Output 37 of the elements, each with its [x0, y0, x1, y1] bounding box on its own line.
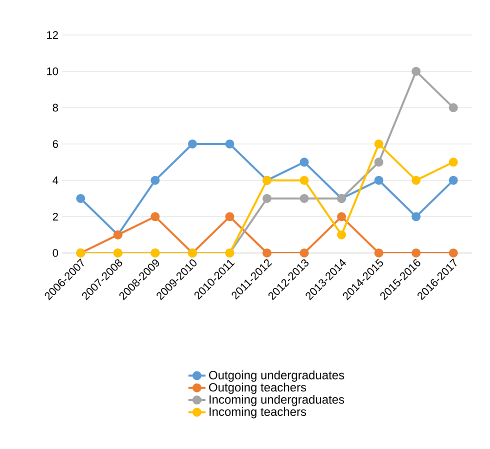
- point: [412, 212, 421, 222]
- point: [374, 176, 384, 185]
- point: [262, 194, 272, 203]
- point: [374, 248, 384, 258]
- y-tick-label: 4: [52, 176, 58, 184]
- point: [374, 139, 384, 148]
- y-tick-label: 12: [47, 31, 58, 39]
- point: [188, 139, 197, 148]
- point: [337, 212, 346, 222]
- point: [448, 248, 458, 258]
- point: [300, 158, 309, 167]
- point: [448, 158, 458, 167]
- point: [412, 66, 421, 76]
- point: [262, 248, 272, 258]
- point: [300, 176, 309, 185]
- legend-label: Incoming undergraduates: [210, 394, 344, 406]
- point: [448, 103, 458, 112]
- point: [300, 248, 309, 258]
- point: [412, 176, 421, 185]
- y-tick-label: 8: [52, 104, 58, 112]
- y-tick-label: 2: [52, 212, 58, 220]
- point: [300, 194, 309, 203]
- point: [412, 248, 421, 258]
- legend-label: Incoming teachers: [210, 407, 306, 418]
- point: [337, 230, 346, 240]
- y-tick-label: 6: [52, 140, 58, 148]
- point: [225, 139, 234, 148]
- point: [448, 176, 458, 185]
- legend-label: Outgoing undergraduates: [209, 370, 344, 382]
- point: [225, 212, 234, 222]
- point: [150, 176, 160, 185]
- point: [374, 158, 384, 167]
- y-tick-label: 10: [47, 67, 58, 76]
- point: [76, 194, 86, 203]
- point: [150, 212, 160, 222]
- legend-label: Outgoing teachers: [209, 382, 306, 394]
- y-tick-label: 0: [52, 249, 58, 257]
